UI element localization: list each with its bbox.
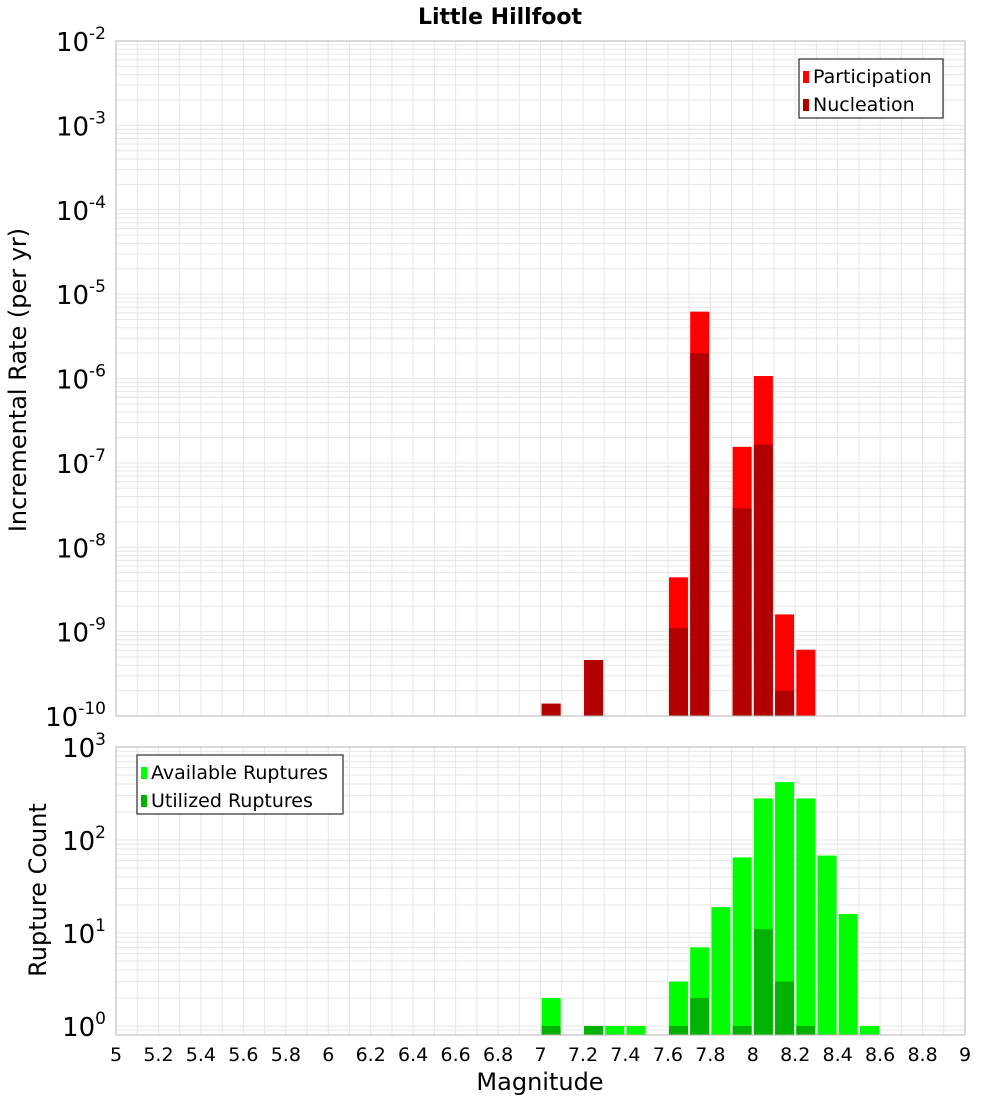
bar-available-ruptures bbox=[626, 1025, 646, 1035]
bar-utilized-ruptures bbox=[753, 929, 773, 1035]
y-tick-label: 100 bbox=[62, 1009, 106, 1043]
x-tick-label: 6.6 bbox=[440, 1044, 470, 1066]
y-tick-label: 10-8 bbox=[56, 530, 106, 564]
x-axis-label: Magnitude bbox=[476, 1068, 603, 1096]
bar-available-ruptures bbox=[838, 914, 858, 1035]
bar-available-ruptures bbox=[817, 855, 837, 1035]
bar-available-ruptures bbox=[605, 1025, 625, 1035]
x-tick-label: 5 bbox=[110, 1044, 122, 1066]
x-tick-label: 7.8 bbox=[695, 1044, 725, 1066]
bar-nucleation bbox=[753, 444, 773, 716]
legend: Participation Nucleation bbox=[798, 58, 944, 119]
x-tick-label: 8.4 bbox=[823, 1044, 853, 1066]
legend-label: Available Ruptures bbox=[151, 762, 328, 784]
bar-available-ruptures bbox=[711, 907, 731, 1035]
x-tick-label: 8.8 bbox=[907, 1044, 937, 1066]
y-tick-label: 10-9 bbox=[56, 615, 106, 649]
y-tick-label: 10-3 bbox=[56, 108, 106, 142]
x-tick-label: 8.6 bbox=[865, 1044, 895, 1066]
bar-available-ruptures bbox=[732, 857, 752, 1035]
x-tick-label: 7 bbox=[534, 1044, 546, 1066]
bar-utilized-ruptures bbox=[541, 1025, 561, 1035]
x-tick-label: 7.4 bbox=[610, 1044, 640, 1066]
legend-label: Utilized Ruptures bbox=[151, 790, 313, 812]
bar-utilized-ruptures bbox=[584, 1025, 604, 1035]
x-tick-label: 6 bbox=[322, 1044, 334, 1066]
y-tick-label: 10-4 bbox=[56, 193, 106, 227]
bar-available-ruptures bbox=[775, 782, 795, 1035]
x-tick-label: 6.4 bbox=[398, 1044, 428, 1066]
x-tick-label: 6.8 bbox=[483, 1044, 513, 1066]
bar-nucleation bbox=[584, 660, 604, 716]
legend-label: Participation bbox=[813, 66, 932, 88]
x-tick-label: 8 bbox=[747, 1044, 759, 1066]
y-tick-label: 10-7 bbox=[56, 446, 106, 480]
bar-available-ruptures bbox=[859, 1025, 879, 1035]
x-tick-label: 7.2 bbox=[568, 1044, 598, 1066]
bar-nucleation bbox=[732, 508, 752, 716]
legend-swatch bbox=[803, 99, 809, 111]
bottom-y-axis-label: Rupture Count bbox=[24, 803, 52, 977]
x-tick-label: 5.2 bbox=[143, 1044, 173, 1066]
top-y-axis-label: Incremental Rate (per yr) bbox=[4, 228, 32, 532]
bar-utilized-ruptures bbox=[775, 981, 795, 1035]
top-plot-panel: 10-2 10-3 10-4 10-5 10-6 10-7 10-8 10-9 10-10 Par… bbox=[45, 24, 966, 733]
bar-nucleation bbox=[541, 703, 561, 716]
y-tick-label: 103 bbox=[62, 730, 106, 764]
grid bbox=[115, 41, 966, 717]
legend: Available Ruptures Utilized Ruptures bbox=[136, 754, 344, 815]
plot-frame bbox=[115, 40, 966, 717]
bar-utilized-ruptures bbox=[732, 1025, 752, 1035]
plot-frame bbox=[115, 746, 966, 1036]
legend-box bbox=[136, 754, 344, 815]
bar-nucleation bbox=[690, 353, 710, 716]
legend-swatch bbox=[141, 795, 147, 807]
legend-label: Nucleation bbox=[813, 94, 915, 116]
y-tick-label: 10-5 bbox=[56, 277, 106, 311]
bar-participation bbox=[796, 649, 816, 716]
x-tick-label: 7.6 bbox=[653, 1044, 683, 1066]
bar-available-ruptures bbox=[541, 997, 561, 1035]
y-tick-label: 101 bbox=[62, 916, 106, 950]
legend-swatch bbox=[803, 71, 809, 83]
y-tick-label: 102 bbox=[62, 823, 106, 857]
x-tick-label: 5.4 bbox=[186, 1044, 216, 1066]
y-tick-label: 10-10 bbox=[45, 699, 106, 733]
bar-nucleation bbox=[775, 690, 795, 716]
x-tick-label: 9 bbox=[959, 1044, 971, 1066]
bar-nucleation bbox=[668, 628, 688, 716]
legend-swatch bbox=[141, 767, 147, 779]
bar-utilized-ruptures bbox=[690, 997, 710, 1035]
bar-available-ruptures bbox=[796, 798, 816, 1035]
x-tick-label: 6.2 bbox=[356, 1044, 386, 1066]
y-tick-label: 10-2 bbox=[56, 24, 106, 58]
bar-utilized-ruptures bbox=[796, 1025, 816, 1035]
legend-box bbox=[798, 58, 944, 119]
x-tick-label: 8.2 bbox=[780, 1044, 810, 1066]
x-tick-label: 5.6 bbox=[228, 1044, 258, 1066]
bar-utilized-ruptures bbox=[668, 1025, 688, 1035]
chart-title: Little Hillfoot bbox=[418, 5, 583, 30]
x-tick-label: 5.8 bbox=[271, 1044, 301, 1066]
bar-available-ruptures bbox=[668, 981, 688, 1035]
y-tick-label: 10-6 bbox=[56, 362, 106, 396]
